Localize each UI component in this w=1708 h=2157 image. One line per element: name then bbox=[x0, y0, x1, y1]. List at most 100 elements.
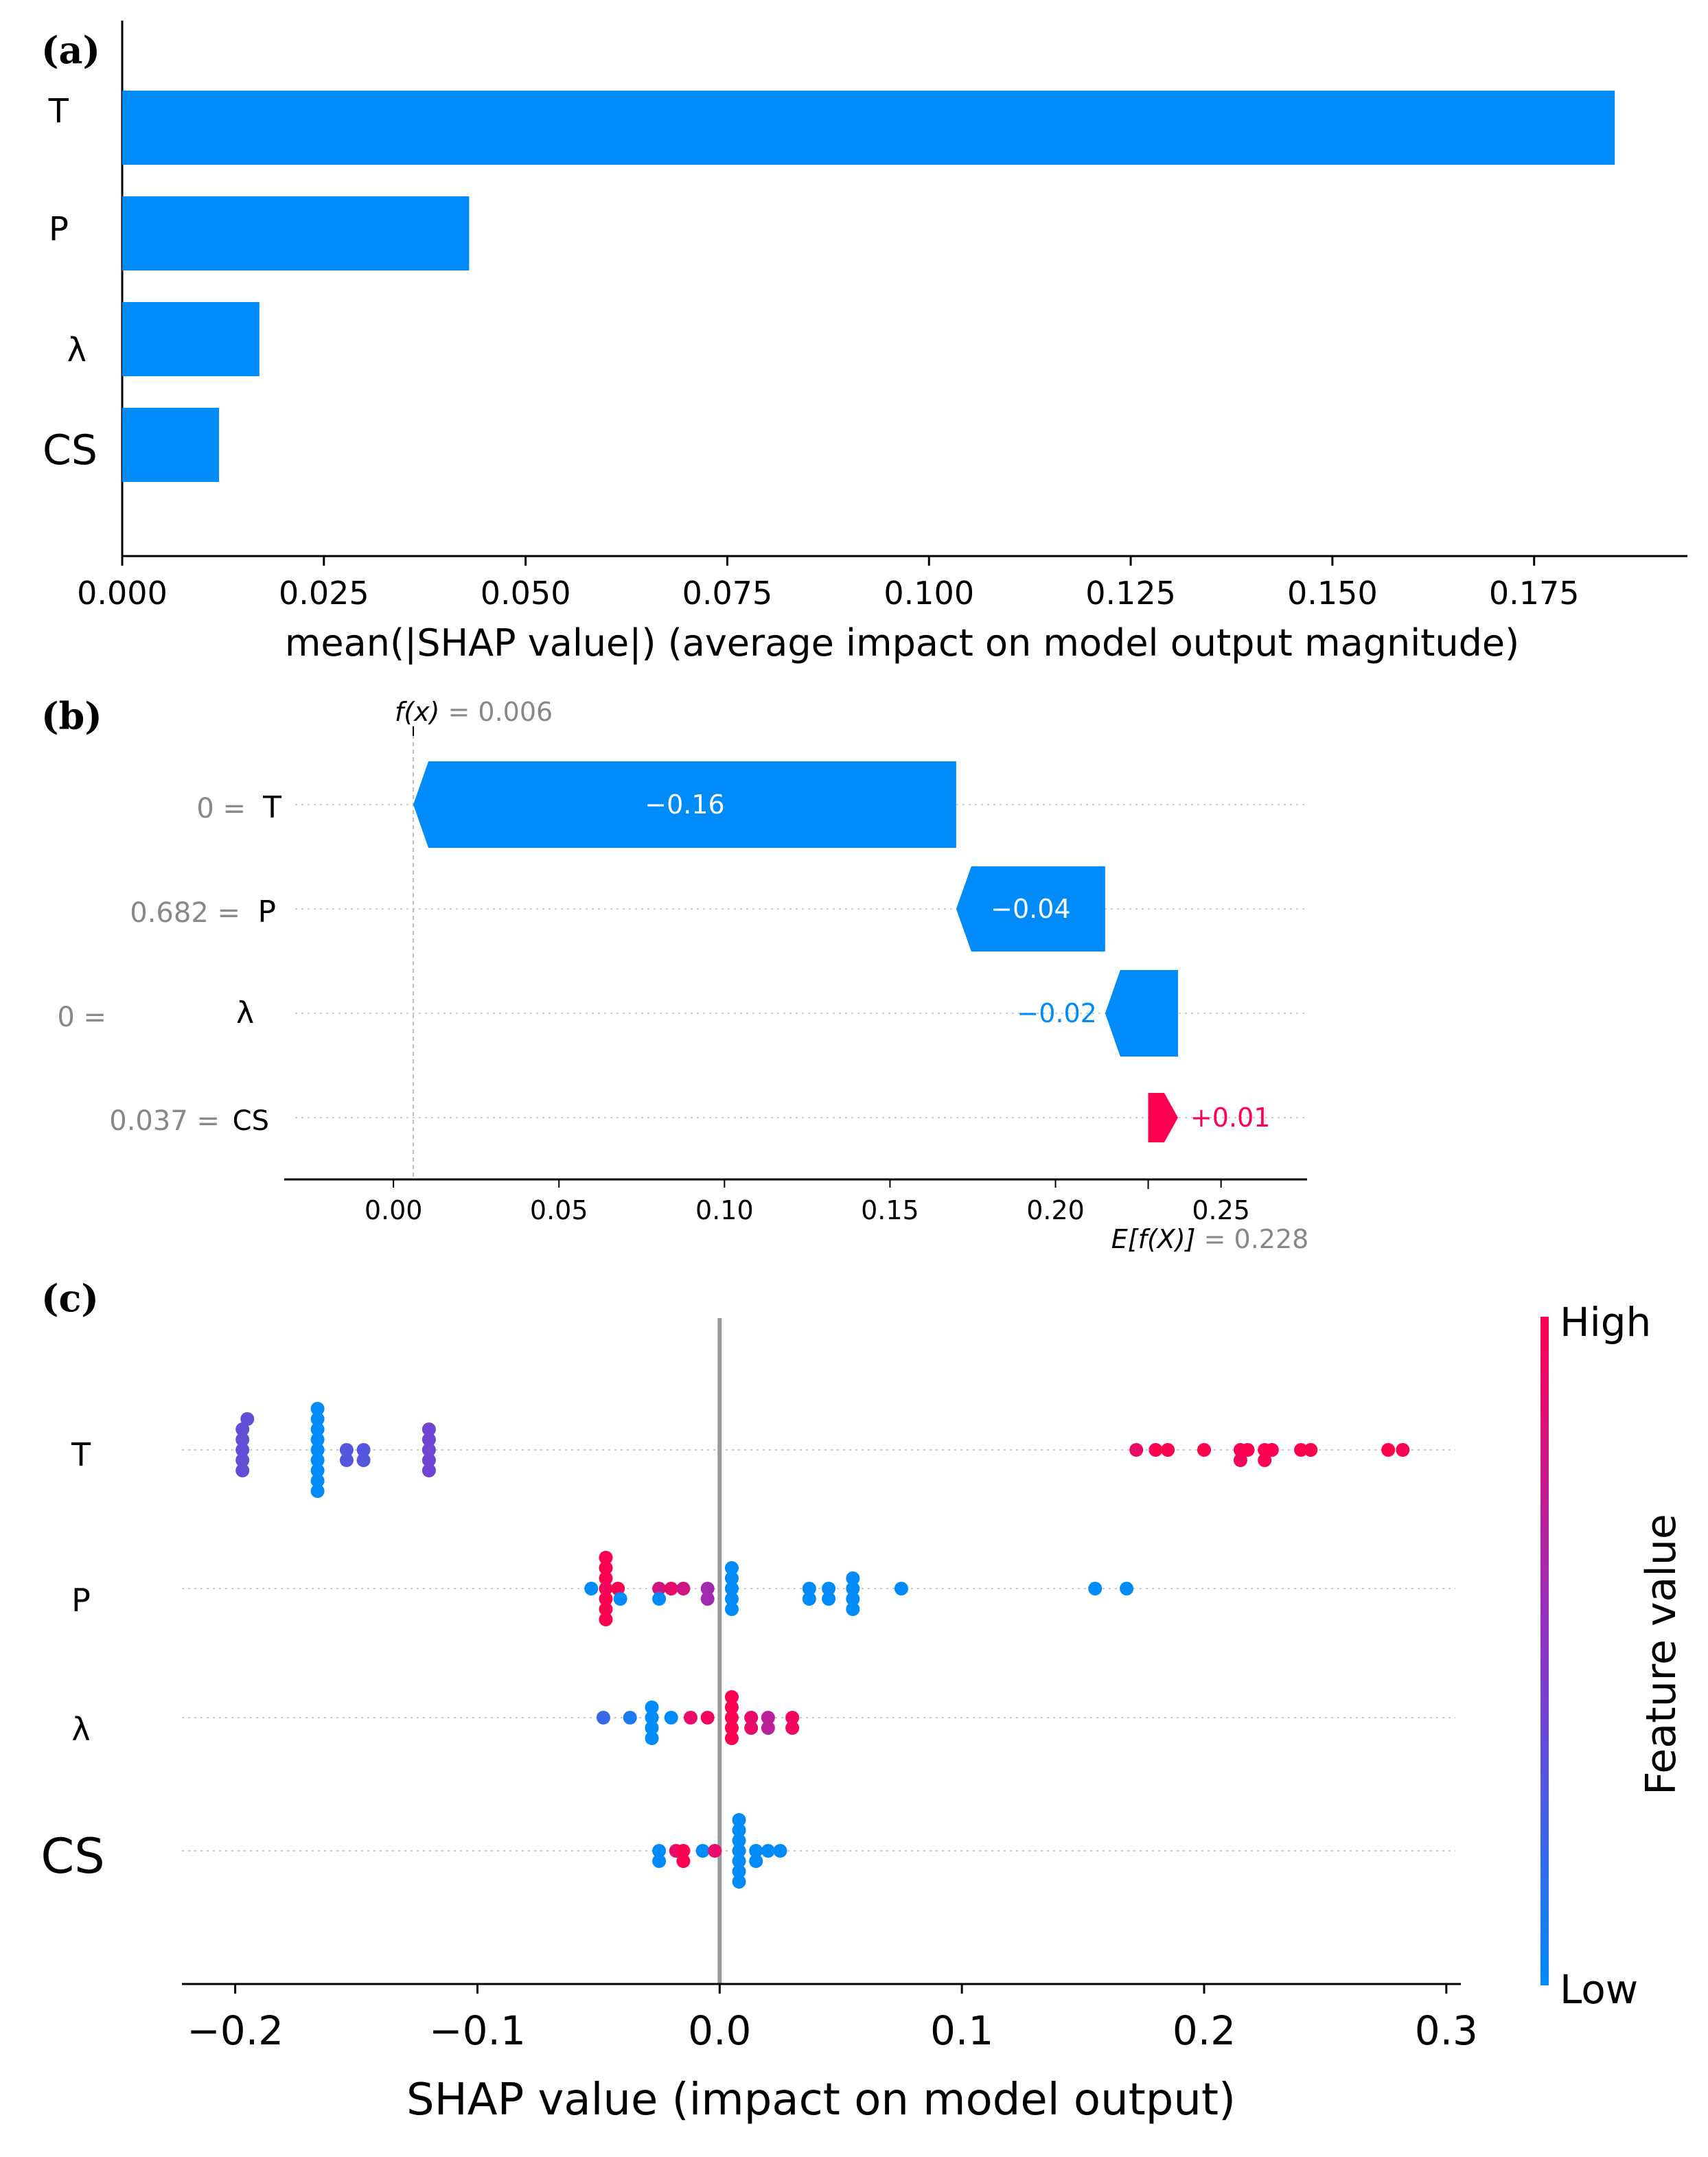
shap-point bbox=[613, 1592, 627, 1606]
x-tick-label: 0.075 bbox=[682, 575, 773, 612]
shap-point bbox=[744, 1721, 759, 1735]
shap-point bbox=[846, 1602, 860, 1616]
bar-1 bbox=[122, 91, 1615, 165]
shap-point bbox=[422, 1422, 436, 1436]
waterfall-value-p: 0.682 = bbox=[130, 897, 240, 929]
waterfall-feature-t: T bbox=[262, 790, 281, 825]
bar-3 bbox=[122, 302, 259, 376]
shap-point bbox=[235, 1433, 250, 1446]
shap-point bbox=[599, 1571, 613, 1585]
shap-point bbox=[724, 1711, 739, 1725]
colorbar-low-label: Low bbox=[1560, 1966, 1638, 2013]
shap-point bbox=[664, 1582, 678, 1595]
contribution-label-4: +0.01 bbox=[1190, 1103, 1270, 1133]
shap-point bbox=[310, 1443, 325, 1457]
shap-point bbox=[645, 1721, 659, 1735]
shap-point bbox=[846, 1571, 860, 1585]
shap-point bbox=[724, 1731, 739, 1745]
shap-point bbox=[1304, 1443, 1318, 1457]
shap-point bbox=[732, 1875, 746, 1889]
shap-point bbox=[422, 1464, 436, 1477]
x-tick-label: 0.100 bbox=[884, 575, 974, 612]
contribution-label-3: −0.02 bbox=[1017, 998, 1096, 1028]
colorbar bbox=[1540, 1317, 1549, 1985]
shap-point bbox=[683, 1711, 697, 1725]
shap-point bbox=[599, 1613, 613, 1626]
shap-point bbox=[339, 1443, 354, 1457]
x-tick-label: −0.1 bbox=[429, 2007, 526, 2054]
x-tick-label: 0.2 bbox=[1173, 2007, 1236, 2054]
shap-point bbox=[822, 1592, 836, 1606]
shap-point bbox=[724, 1571, 739, 1585]
shap-point bbox=[652, 1844, 667, 1858]
shap-point bbox=[584, 1582, 599, 1595]
shap-point bbox=[1149, 1443, 1163, 1457]
shap-point bbox=[356, 1453, 371, 1467]
x-tick-label: 0.20 bbox=[1026, 1195, 1085, 1225]
shap-point bbox=[664, 1711, 678, 1725]
shap-point bbox=[732, 1834, 746, 1847]
shap-point bbox=[708, 1844, 722, 1858]
shap-point bbox=[422, 1443, 436, 1457]
shap-point bbox=[596, 1711, 610, 1725]
shap-point bbox=[695, 1844, 710, 1858]
panel-a-label: (a) bbox=[41, 28, 100, 72]
colorbar-high-label: High bbox=[1560, 1299, 1651, 1346]
x-tick-label: 0.25 bbox=[1192, 1195, 1250, 1225]
shap-point bbox=[785, 1711, 800, 1725]
shap-point bbox=[235, 1453, 250, 1467]
shap-point bbox=[802, 1592, 816, 1606]
waterfall-arrow-2 bbox=[956, 866, 1105, 951]
shap-point bbox=[611, 1582, 625, 1595]
panel-b: (b) f(x) = 0.006 −0.16 −0.04 −0.02 +0.01 0 … bbox=[41, 694, 1308, 1254]
panel-c: (c) T P λ CS −0.2 −0.1 0.0 0.1 0.2 0.3 SHAP v… bbox=[41, 1276, 1685, 2125]
panel-a: (a) T P λ CS 0.000 0.025 0.050 0.075 0.100 0.… bbox=[41, 21, 1687, 665]
shap-point bbox=[732, 1865, 746, 1878]
shap-point bbox=[1129, 1443, 1144, 1457]
panel-b-label: (b) bbox=[41, 694, 102, 738]
shap-point bbox=[749, 1844, 763, 1858]
shap-point bbox=[1120, 1582, 1134, 1595]
shap-point bbox=[822, 1582, 836, 1595]
colorbar-title: Feature value bbox=[1637, 1514, 1685, 1795]
waterfall-value-t: 0 = bbox=[196, 793, 246, 824]
shap-point bbox=[761, 1721, 775, 1735]
panel-c-xlabel: SHAP value (impact on model output) bbox=[406, 2075, 1236, 2125]
waterfall-arrow-4 bbox=[1148, 1093, 1178, 1142]
shap-point bbox=[846, 1582, 860, 1595]
panel-a-ylabel-lambda: λ bbox=[67, 331, 86, 369]
shap-point bbox=[732, 1844, 746, 1858]
shap-point bbox=[732, 1813, 746, 1827]
shap-point bbox=[310, 1412, 325, 1426]
shap-point bbox=[645, 1700, 659, 1714]
shap-point bbox=[235, 1422, 250, 1436]
waterfall-value-lambda: 0 = bbox=[57, 1002, 106, 1033]
fx-value: = 0.006 bbox=[448, 697, 553, 727]
shap-point bbox=[599, 1551, 613, 1565]
x-tick-label: 0.0 bbox=[688, 2007, 751, 2054]
x-tick-label: 0.1 bbox=[930, 2007, 993, 2054]
shap-point bbox=[724, 1592, 739, 1606]
waterfall-feature-lambda: λ bbox=[236, 995, 254, 1030]
shap-point bbox=[676, 1854, 691, 1868]
shap-point bbox=[724, 1602, 739, 1616]
shap-point bbox=[676, 1844, 691, 1858]
waterfall-arrow-1 bbox=[413, 761, 956, 848]
panel-c-label: (c) bbox=[41, 1276, 99, 1320]
shap-point bbox=[310, 1474, 325, 1488]
x-tick-label: 0.10 bbox=[695, 1195, 754, 1225]
shap-point bbox=[724, 1700, 739, 1714]
x-tick-label: 0.125 bbox=[1085, 575, 1176, 612]
shap-point bbox=[240, 1412, 255, 1426]
shap-point bbox=[645, 1711, 659, 1725]
shap-point bbox=[623, 1711, 637, 1725]
shap-point bbox=[744, 1711, 759, 1725]
shap-point bbox=[422, 1453, 436, 1467]
shap-point bbox=[1294, 1443, 1308, 1457]
efx-value: = 0.228 bbox=[1204, 1224, 1309, 1254]
shap-point bbox=[1381, 1443, 1396, 1457]
shap-point bbox=[700, 1582, 715, 1595]
shap-point bbox=[1396, 1443, 1410, 1457]
shap-point bbox=[599, 1592, 613, 1606]
shap-point bbox=[310, 1433, 325, 1446]
